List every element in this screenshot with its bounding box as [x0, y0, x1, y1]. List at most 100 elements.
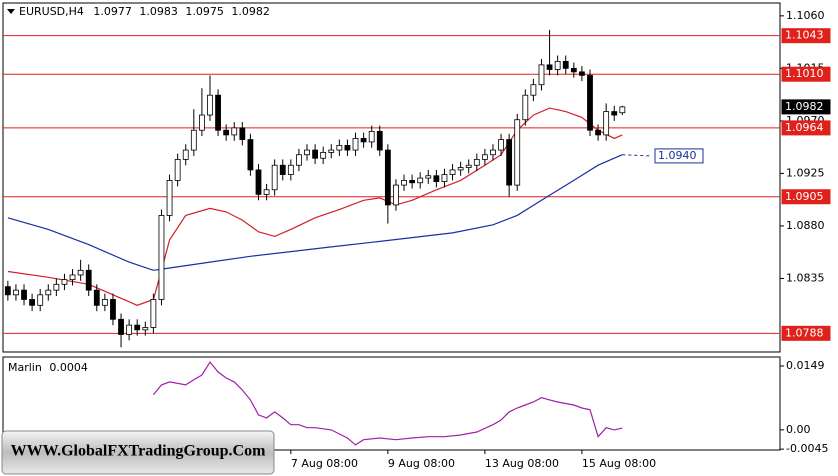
level-tag-label: 1.0964 [785, 121, 824, 134]
candle-body [530, 84, 537, 96]
candle-body [134, 324, 141, 331]
level-tag-box [781, 120, 831, 136]
candle-body [352, 137, 359, 151]
candle-body [142, 327, 149, 331]
candle-body [29, 299, 36, 306]
candle-body [522, 94, 529, 121]
x-tick-label: 13 Aug 08:00 [485, 457, 559, 470]
candle-body [417, 177, 424, 184]
candle-body [360, 137, 367, 143]
level-tag: 1.1010 [781, 66, 831, 82]
candle-body [69, 274, 76, 281]
series-line [7, 107, 623, 306]
x-tick-label: 7 Aug 08:00 [291, 457, 358, 470]
candle-body [150, 299, 157, 328]
symbol-title: EURUSD,H4 1.0977 1.0983 1.0975 1.0982 [19, 5, 270, 18]
indicator-title: Marlin 0.0004 [8, 361, 88, 374]
candle-body [328, 149, 335, 153]
y-tick-label: -0.0045 [786, 442, 828, 455]
candle-body [45, 289, 52, 296]
forecast-tag: 1.0940 [654, 148, 704, 164]
candle-body [384, 149, 391, 206]
level-tag: 1.0788 [781, 325, 831, 341]
price-tag-label: 1.0982 [785, 100, 824, 113]
candle-body [231, 127, 238, 136]
price-tag: 1.0982 [781, 99, 831, 115]
candle-body [182, 149, 189, 160]
candle-body [579, 71, 585, 76]
candle-body [239, 127, 246, 140]
candle-body [433, 175, 440, 182]
candle-body [393, 184, 399, 206]
candle-body [336, 145, 343, 151]
candle-body [619, 106, 626, 114]
level-tag: 1.1043 [781, 28, 831, 44]
candle-body [61, 279, 68, 285]
candle-body [312, 149, 318, 159]
indicator-name: Marlin [8, 361, 42, 374]
candle-body [611, 111, 618, 116]
candle-body [223, 129, 230, 136]
candle-body [514, 119, 521, 186]
candle-body [174, 159, 181, 181]
candle-body [554, 60, 561, 70]
candle-body [457, 167, 464, 171]
level-tag-box [781, 66, 831, 82]
candle-body [449, 169, 456, 175]
watermark-box [1, 430, 275, 475]
level-tag: 1.0964 [781, 120, 831, 136]
y-tick-label: 1.0880 [786, 219, 825, 232]
candle-body [166, 180, 173, 216]
candle-body [53, 283, 60, 291]
candle-body [85, 269, 92, 291]
candle-body [93, 289, 100, 306]
candle-body [263, 189, 270, 195]
candle-body [198, 114, 205, 131]
candle-body [473, 159, 480, 166]
candle-body [425, 175, 432, 179]
candle-body [296, 154, 302, 166]
ohlc-low: 1.0975 [185, 5, 224, 18]
menu-triangle [7, 9, 15, 14]
candle-body [255, 169, 262, 195]
candle-body [247, 139, 254, 171]
candle-body [118, 318, 124, 335]
candle-body [570, 67, 577, 73]
candle-body [271, 164, 278, 191]
price-tag-box [781, 99, 831, 115]
y-tick-label: 1.0835 [786, 271, 825, 284]
candle-body [506, 139, 513, 186]
x-tick-label: 9 Aug 08:00 [388, 457, 455, 470]
level-tag-label: 1.0788 [785, 326, 824, 339]
series-line [152, 361, 623, 446]
level-tag-label: 1.1043 [785, 29, 824, 42]
symbol: EURUSD,H4 [19, 5, 84, 18]
forecast-tag-box [654, 148, 704, 164]
forecast-tag-label: 1.0940 [658, 149, 697, 162]
indicator-value: 0.0004 [49, 361, 88, 374]
candle-body [37, 294, 44, 306]
candle-body [441, 174, 448, 182]
candle-body [13, 289, 19, 296]
y-tick-label: 0.00 [786, 423, 811, 436]
y-tick-label: 1.0925 [786, 166, 825, 179]
candle-body [287, 164, 294, 175]
price-panel [2, 2, 781, 353]
candle-body [368, 130, 375, 143]
candle-body [595, 129, 601, 136]
candle-body [77, 269, 84, 276]
candle-body [320, 152, 327, 159]
x-tick-label: 15 Aug 08:00 [582, 457, 656, 470]
candle-body [409, 180, 416, 184]
candle-body [498, 139, 504, 151]
candle-body [279, 164, 286, 175]
ohlc-high: 1.0983 [139, 5, 178, 18]
candle-body [158, 215, 165, 300]
candle-body [110, 299, 116, 320]
candle-body [21, 289, 27, 300]
level-tag-label: 1.1010 [785, 67, 824, 80]
level-tag-label: 1.0905 [785, 190, 824, 203]
series-line [7, 154, 623, 271]
candle-body [344, 145, 351, 151]
